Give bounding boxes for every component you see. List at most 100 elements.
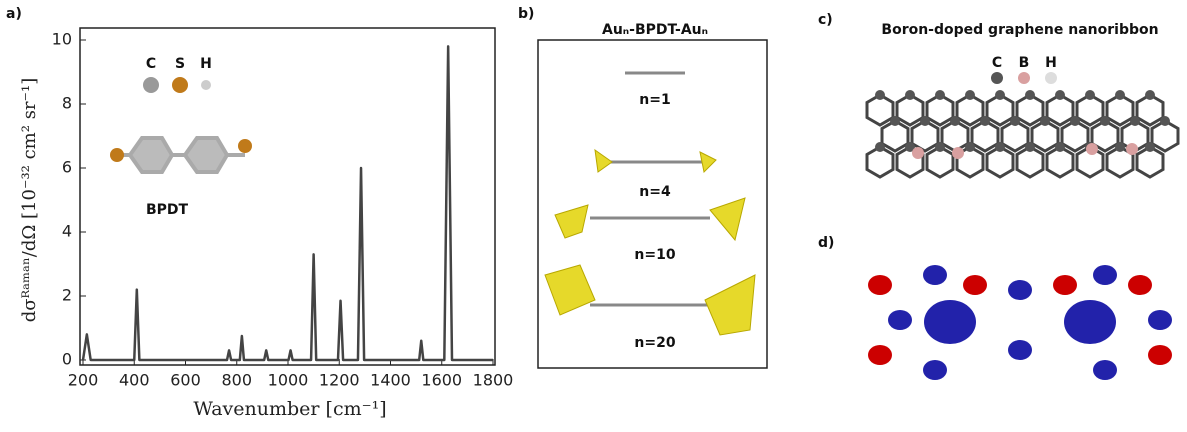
atom	[995, 142, 1005, 152]
atom-icon	[201, 80, 211, 90]
ring	[865, 93, 895, 127]
panel-label: b)	[518, 6, 534, 22]
orbital-lobe	[868, 345, 892, 365]
x-tick-label: 1000	[268, 371, 309, 390]
item-label: n=4	[639, 184, 671, 200]
x-tick-label: 600	[170, 371, 201, 390]
x-tick-label: 1200	[319, 371, 360, 390]
orbital-lobe	[924, 300, 976, 344]
item-label: n=1	[639, 92, 670, 108]
orbital-lobe	[1148, 345, 1172, 365]
ring	[985, 145, 1015, 179]
ring	[1150, 119, 1180, 153]
boron-atom	[952, 147, 964, 159]
atom	[1115, 142, 1125, 152]
plot-frame	[79, 27, 496, 366]
ring	[925, 93, 955, 127]
boron-atom	[1086, 143, 1098, 155]
ring	[910, 119, 940, 153]
atom	[1115, 90, 1125, 100]
atom	[905, 142, 915, 152]
orbital-lobe	[1053, 275, 1077, 295]
orbital-lobe	[868, 275, 892, 295]
panel-title: Auₙ-BPDT-Auₙ	[602, 22, 708, 38]
ring	[865, 145, 895, 179]
inset: C S H BPDT	[110, 56, 252, 218]
atom-label: H	[1045, 55, 1057, 71]
orbital-lobe	[1008, 340, 1032, 360]
atom	[995, 90, 1005, 100]
ring	[1000, 119, 1030, 153]
orbital-lobe	[1008, 280, 1032, 300]
molecule-label: BPDT	[146, 202, 189, 218]
atom-icon	[172, 77, 188, 93]
orbital-lobe	[1093, 360, 1117, 380]
ring	[1090, 119, 1120, 153]
orbital-lobe	[1128, 275, 1152, 295]
ring	[1075, 93, 1105, 127]
atom	[965, 90, 975, 100]
ring	[1045, 93, 1075, 127]
plot: 200 400 600 800 1000 1200 1400 1600 1800 0 2 4 6 8 10	[52, 30, 514, 390]
orbital-lobe	[923, 265, 947, 285]
atom-label: H	[200, 56, 212, 72]
ring	[985, 93, 1015, 127]
ring	[1075, 145, 1105, 179]
ring	[1015, 145, 1045, 179]
spectrum-line	[81, 45, 493, 362]
ring	[1015, 93, 1045, 127]
boron-atom	[1126, 143, 1138, 155]
x-tick-label: 200	[68, 371, 99, 390]
atom	[890, 116, 900, 126]
atom-label: C	[992, 55, 1002, 71]
atom-label: S	[175, 56, 185, 72]
atom	[1085, 90, 1095, 100]
atom	[1130, 116, 1140, 126]
x-tick-label: 1800	[473, 371, 514, 390]
atom	[1100, 116, 1110, 126]
y-axis-label: dσᴿᵃᵐᵃⁿ/dΩ [10⁻³² cm² sr⁻¹]	[19, 78, 40, 323]
atom-icon	[110, 148, 124, 162]
atom	[950, 116, 960, 126]
ring	[1105, 93, 1135, 127]
ring	[955, 93, 985, 127]
x-tick-label: 400	[119, 371, 150, 390]
atom	[1055, 90, 1065, 100]
ring	[1045, 145, 1075, 179]
orbital-lobe	[923, 360, 947, 380]
panel-label: a)	[6, 6, 22, 22]
x-tick-label: 800	[221, 371, 252, 390]
atom-label: B	[1019, 55, 1030, 71]
y-tick-label: 2	[62, 286, 72, 305]
atom	[935, 142, 945, 152]
boron-atom	[912, 147, 924, 159]
y-tick-label: 6	[62, 158, 72, 177]
orbital-lobe	[1148, 310, 1172, 330]
ring	[1135, 93, 1165, 127]
atom	[1010, 116, 1020, 126]
atom	[875, 90, 885, 100]
y-tick-label: 0	[62, 350, 72, 369]
atom	[935, 90, 945, 100]
orbital-lobe	[1064, 300, 1116, 344]
atom	[905, 90, 915, 100]
item-label: n=10	[634, 247, 675, 263]
atom	[1025, 90, 1035, 100]
atom	[1070, 116, 1080, 126]
x-tick-label: 1600	[421, 371, 462, 390]
atom	[1160, 116, 1170, 126]
panel-title: Boron-doped graphene nanoribbon	[881, 22, 1158, 38]
y-tick-label: 8	[62, 94, 72, 113]
atom	[1145, 142, 1155, 152]
item-label: n=20	[634, 335, 675, 351]
orbital-lobe	[1093, 265, 1117, 285]
orbital-lobe	[888, 310, 912, 330]
atom	[1040, 116, 1050, 126]
atom-icon	[238, 139, 252, 153]
ring	[880, 119, 910, 153]
panel-label: c)	[818, 12, 833, 28]
atom	[920, 116, 930, 126]
ring	[1060, 119, 1090, 153]
y-tick-label: 4	[62, 222, 72, 241]
